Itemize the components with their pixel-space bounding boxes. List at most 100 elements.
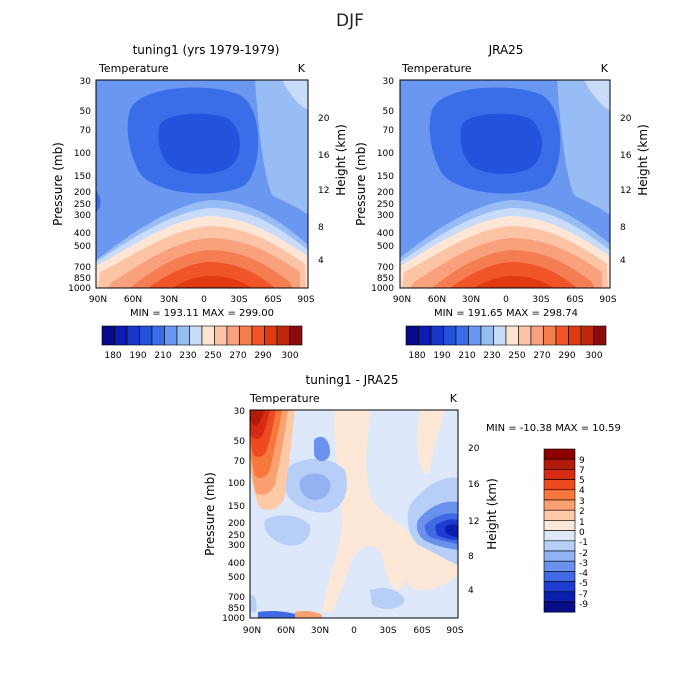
y-axis-label-right: Height (km): [636, 124, 650, 195]
y-tick: 100: [228, 479, 245, 489]
colorbar-swatch: [543, 520, 576, 531]
colorbar-swatch: [405, 325, 419, 346]
contour-band: [148, 262, 275, 288]
y-tick: 250: [74, 200, 91, 210]
x-axis-ticks: 90N 60N 30N 0 30S 60S 90S: [393, 295, 617, 305]
x-tick: 90S: [446, 626, 463, 636]
y-tick-right: 20: [620, 114, 632, 124]
contour-band: [172, 276, 252, 288]
y-tick: 850: [74, 274, 91, 284]
panel-reanalysis: JRA25 Temperature K 30 50 70 100 150 200: [354, 43, 650, 361]
x-tick: 90N: [243, 626, 261, 636]
y-axis-label: Pressure (mb): [354, 142, 368, 226]
contour-band: [445, 524, 458, 537]
x-tick: 0: [351, 626, 357, 636]
contour-band: [557, 80, 610, 215]
colorbar-label: 7: [579, 466, 585, 476]
y-tick: 300: [377, 211, 394, 221]
colorbar-label: 4: [579, 486, 585, 496]
y-tick: 30: [383, 77, 395, 87]
plot-area-difference: [249, 409, 459, 619]
colorbar-label: 250: [204, 351, 221, 361]
colorbar-swatch: [543, 458, 576, 470]
y-tick: 250: [228, 531, 245, 541]
x-tick: 0: [503, 295, 509, 305]
colorbar-labels: 180 190 210 230 250 270 290 300: [104, 351, 298, 361]
colorbar-model: [101, 325, 303, 346]
contour-band: [370, 588, 405, 610]
plot-frame: [95, 79, 309, 289]
y-tick: 850: [228, 604, 245, 614]
y-tick: 150: [228, 502, 245, 512]
y-tick: 1000: [222, 614, 245, 624]
y-tick: 150: [377, 172, 394, 182]
colorbar-swatch: [543, 540, 576, 552]
x-tick: 30S: [230, 295, 247, 305]
colorbar-swatch: [543, 448, 576, 460]
colorbar-swatch: [543, 509, 576, 521]
colorbar-swatch: [239, 325, 253, 346]
panel-difference: tuning1 - JRA25 Temperature K: [203, 373, 621, 636]
y-axis-ticks-left: 30 50 70 100 150 200 250 300 400 500 700…: [222, 407, 245, 624]
panel-subtitle: Temperature: [249, 392, 320, 405]
y-tick-right: 16: [318, 151, 330, 161]
colorbar-swatch: [543, 469, 576, 480]
colorbar-swatch: [201, 325, 215, 346]
colorbar-reanalysis: [405, 325, 607, 346]
panel-title: tuning1 - JRA25: [306, 373, 399, 387]
colorbar-labels: 9 7 5 4 3 2 1 0 -1 -2 -3 -4 -5 -7 -9: [579, 456, 588, 610]
y-tick: 100: [74, 149, 91, 159]
colorbar-label: 270: [533, 351, 550, 361]
colorbar-swatch: [189, 325, 203, 346]
colorbar-label: -7: [579, 590, 588, 600]
colorbar-swatch: [164, 325, 178, 346]
colorbar-swatch: [226, 325, 240, 346]
colorbar-swatch: [214, 325, 228, 346]
y-tick: 100: [377, 149, 394, 159]
y-tick: 70: [234, 457, 246, 467]
contour-band: [282, 80, 308, 110]
panel-stats: MIN = -10.38 MAX = 10.59: [486, 423, 621, 434]
colorbar-swatch: [276, 325, 290, 346]
y-tick: 200: [74, 188, 91, 198]
y-tick-right: 4: [468, 586, 474, 596]
colorbar-label: 5: [579, 476, 585, 486]
colorbar-swatch: [543, 601, 576, 613]
y-tick-right: 12: [620, 186, 631, 196]
colorbar-swatch: [443, 325, 457, 346]
colorbar-label: 210: [154, 351, 171, 361]
panel-title: JRA25: [488, 43, 524, 57]
colorbar-swatch: [418, 325, 432, 346]
contour-band: [250, 410, 264, 426]
y-tick: 400: [228, 559, 245, 569]
colorbar-label: 230: [179, 351, 196, 361]
y-tick: 300: [74, 211, 91, 221]
y-tick: 1000: [68, 284, 91, 294]
colorbar-swatch: [555, 325, 569, 346]
contour-band: [460, 113, 542, 174]
colorbar-label: 180: [104, 351, 121, 361]
colorbar-swatch: [593, 325, 607, 346]
colorbar-label: 0: [579, 528, 585, 538]
y-tick: 500: [74, 242, 91, 252]
plot-area-model: [95, 79, 309, 289]
colorbar-label: 9: [579, 456, 585, 466]
colorbar-label: 190: [433, 351, 450, 361]
panel-subtitle: Temperature: [401, 62, 472, 75]
contour-band: [96, 190, 101, 212]
contour-band: [322, 410, 413, 612]
colorbar-swatch: [468, 325, 482, 346]
colorbar-label: -2: [579, 549, 588, 559]
colorbar-swatch: [264, 325, 278, 346]
colorbar-label: 300: [281, 351, 298, 361]
colorbar-label: 290: [254, 351, 271, 361]
y-tick: 700: [74, 263, 91, 273]
plot-frame: [399, 79, 611, 289]
colorbar-swatch: [480, 325, 494, 346]
y-tick: 70: [383, 126, 395, 136]
y-tick-right: 4: [620, 256, 626, 266]
colorbar-label: 210: [458, 351, 475, 361]
colorbar-label: 230: [483, 351, 500, 361]
contour-band: [450, 262, 577, 288]
colorbar-label: 300: [585, 351, 602, 361]
